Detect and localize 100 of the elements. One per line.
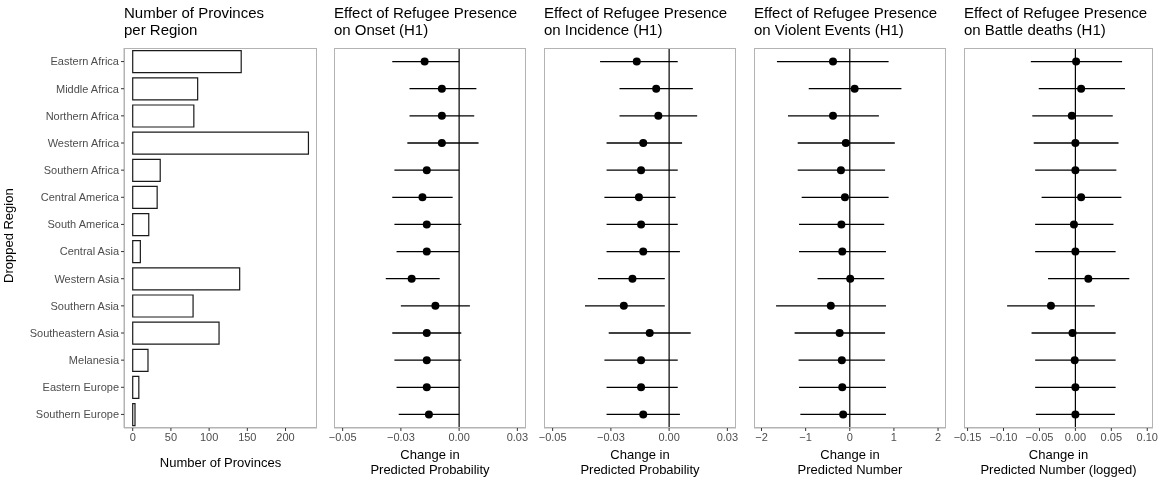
x-tick-label: 200 — [276, 430, 295, 443]
point — [1071, 383, 1080, 392]
bar — [132, 131, 310, 155]
x-tick-label: 0.05 — [1100, 430, 1123, 443]
point — [637, 220, 646, 229]
point — [639, 247, 648, 256]
point — [1084, 274, 1093, 283]
bar — [132, 240, 141, 264]
y-tick-label: Northern Africa — [45, 109, 120, 122]
x-axis-title: Change in Predicted Probability — [580, 447, 700, 477]
bar — [132, 50, 242, 74]
point — [839, 410, 848, 419]
point — [637, 383, 646, 392]
point — [437, 84, 446, 93]
point — [1046, 301, 1055, 310]
point — [418, 193, 427, 202]
point — [850, 84, 859, 93]
x-tick-label: 0 — [129, 430, 136, 443]
y-tick-label: Western Asia — [54, 272, 120, 285]
y-tick-label: Melanesia — [68, 354, 120, 367]
bar — [132, 321, 220, 345]
x-tick-label: 1 — [890, 430, 897, 443]
bar — [132, 77, 199, 101]
bar — [132, 104, 195, 128]
chart-title: Number of Provinces per Region — [124, 4, 265, 38]
x-axis-title: Change in Predicted Number (logged) — [980, 447, 1137, 477]
chart-title: Effect of Refugee Presence on Incidence (H1) — [544, 4, 728, 38]
point — [437, 139, 446, 147]
x-tick-label: 0.00 — [658, 430, 680, 443]
point — [407, 274, 416, 283]
point — [1070, 356, 1079, 365]
x-tick-label: 2 — [934, 430, 942, 443]
point — [431, 301, 440, 310]
point — [1077, 84, 1086, 93]
x-tick-label: −0.10 — [989, 430, 1018, 443]
x-tick-label: −0.05 — [1025, 430, 1054, 443]
point — [645, 329, 654, 337]
x-tick-label: −0.15 — [953, 430, 982, 443]
chart-title: Effect of Refugee Presence on Onset (H1) — [334, 4, 518, 38]
point — [639, 410, 648, 419]
point — [628, 274, 637, 283]
bar — [132, 348, 149, 372]
x-tick-label: 0.00 — [448, 430, 470, 443]
point — [424, 410, 433, 419]
point — [838, 383, 847, 392]
x-tick-label: −0.03 — [596, 430, 625, 443]
x-tick-label: −0.05 — [328, 430, 357, 443]
y-tick-label: Western Africa — [47, 136, 120, 149]
point — [437, 111, 446, 120]
point — [1072, 57, 1081, 66]
x-tick-label: −0.05 — [538, 430, 567, 443]
point — [634, 193, 643, 202]
bar — [132, 158, 161, 182]
bar — [132, 294, 194, 318]
y-axis-title: Dropped Region — [0, 188, 16, 283]
y-tick-label: Southern Europe — [35, 408, 119, 421]
bar — [132, 267, 241, 291]
point — [654, 111, 663, 120]
y-tick-label: Middle Africa — [56, 82, 120, 95]
x-tick-label: −0.03 — [386, 430, 415, 443]
point — [846, 274, 855, 283]
point — [1071, 166, 1080, 175]
x-tick-label: 0.10 — [1136, 430, 1158, 443]
point — [1071, 139, 1080, 147]
point — [837, 220, 846, 229]
bar — [132, 402, 136, 427]
y-tick-label: Eastern Europe — [42, 381, 119, 394]
point — [652, 84, 661, 93]
point — [1077, 193, 1086, 202]
point — [632, 57, 641, 66]
point — [422, 247, 431, 256]
point — [841, 139, 850, 147]
y-tick-label: Southeastern Asia — [29, 326, 120, 339]
point — [1069, 220, 1078, 229]
y-tick-label: Southern Africa — [43, 164, 120, 177]
x-tick-label: 100 — [199, 430, 219, 443]
point — [836, 166, 845, 175]
point — [1067, 111, 1076, 120]
x-tick-label: 0.03 — [506, 430, 529, 443]
point — [639, 139, 648, 147]
x-axis-title: Number of Provinces — [159, 454, 282, 470]
point — [619, 301, 628, 310]
point — [637, 166, 646, 175]
chart-title: Effect of Refugee Presence on Violent Events (H1) — [754, 4, 938, 38]
x-tick-label: 0 — [846, 430, 853, 443]
point — [422, 166, 431, 175]
y-tick-label: Central Asia — [59, 245, 120, 258]
point — [829, 57, 838, 66]
x-tick-label: 50 — [164, 430, 178, 443]
x-tick-label: −1 — [799, 430, 812, 443]
point — [1071, 410, 1080, 419]
x-tick-label: 150 — [238, 430, 257, 443]
y-tick-label: Central America — [40, 191, 120, 204]
point — [829, 111, 838, 120]
x-tick-label: 0.00 — [1064, 430, 1087, 443]
point — [838, 247, 847, 256]
point — [422, 329, 431, 337]
x-axis-title: Change in Predicted Number — [797, 447, 903, 477]
point — [837, 356, 846, 365]
point — [1071, 247, 1080, 256]
